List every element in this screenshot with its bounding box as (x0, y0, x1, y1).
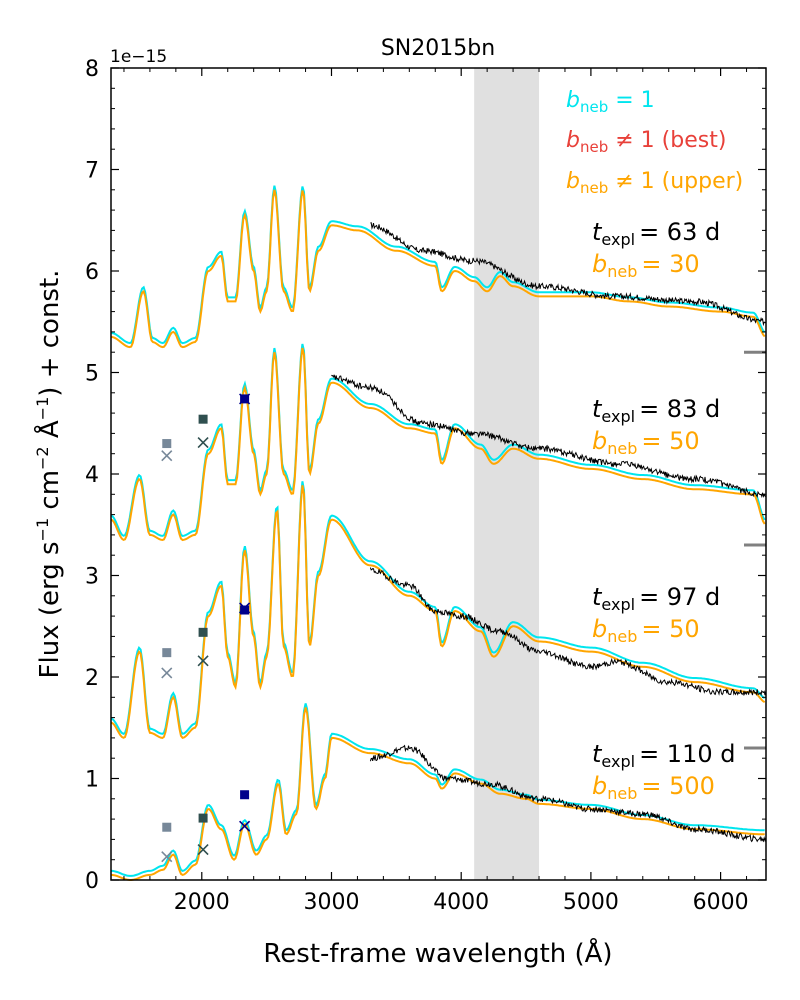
svg-text:texpl= 97 d: texpl = 97 d (592, 583, 720, 614)
photometry-square-marker (198, 627, 208, 637)
x-tick-label: 4000 (433, 890, 489, 915)
model-x-marker (161, 450, 173, 462)
y-tick-label: 8 (85, 57, 99, 82)
x-axis-label: Rest-frame wavelength (Å) (263, 937, 612, 969)
epoch-label-83d: texpl = 83 d bneb = 50 (592, 395, 720, 458)
spectra-series (110, 185, 767, 881)
model-x-marker (239, 393, 251, 405)
model-x-marker (197, 843, 209, 856)
y-scale-label: 1e−15 (110, 47, 167, 67)
svg-text:bneb= 30: bneb = 30 (592, 250, 700, 281)
photometry-square-marker (162, 822, 172, 832)
y-tick-label: 5 (85, 362, 99, 387)
model-x-marker (161, 667, 173, 679)
epoch-label-63d: texpl = 63 d bneb = 30 (592, 218, 720, 281)
legend-entry-best: bneb ≠ 1 (best) (566, 128, 726, 156)
photometry-square-marker (240, 605, 250, 615)
x-tick-label: 2000 (174, 890, 230, 915)
x-tick-label: 5000 (563, 890, 619, 915)
observed-spectrum-line-1 (331, 374, 766, 499)
legend-entry-upper: bneb ≠ 1 (upper) (566, 169, 743, 197)
observed-spectrum-line-2 (369, 567, 767, 697)
model-x-marker (239, 820, 251, 832)
x-tick-label: 3000 (303, 890, 359, 915)
chart-title: SN2015bn (381, 36, 495, 61)
y-tick-label: 0 (85, 869, 99, 894)
svg-text:texpl= 110 d: texpl = 110 d (592, 740, 735, 771)
svg-text:bneb= 500: bneb = 500 (592, 772, 715, 803)
svg-text:bneb= 50: bneb = 50 (592, 427, 700, 458)
model-upper-line-2 (110, 485, 766, 740)
y-tick-label: 1 (85, 768, 99, 793)
svg-text:bneb= 50: bneb = 50 (592, 615, 700, 646)
x-tick-label: 6000 (693, 890, 749, 915)
photometry-square-marker (198, 813, 208, 823)
photometry-square-marker (198, 414, 208, 424)
epoch-label-97d: texpl = 97 d bneb = 50 (592, 583, 720, 646)
y-axis-label: Flux (erg s−1 cm−2 Å−1) + const. (33, 270, 65, 679)
y-tick-label: 6 (85, 260, 99, 285)
photometry-square-marker (162, 648, 172, 658)
y-tick-label: 2 (85, 666, 99, 691)
y-tick-label: 3 (85, 565, 99, 590)
photometry-square-marker (240, 790, 250, 800)
legend: bneb = 1 bneb ≠ 1 (best) bneb ≠ 1 (upper… (566, 88, 743, 197)
legend-entry-bneb-1: bneb = 1 (566, 88, 655, 116)
model-upper-line-1 (110, 347, 766, 542)
photometry-square-marker (162, 439, 172, 449)
shaded-wavelength-band (474, 68, 540, 880)
model-x-marker (239, 602, 251, 614)
model-x-marker (197, 655, 209, 667)
model-x-marker (161, 851, 173, 863)
model-upper-line-0 (110, 189, 766, 349)
model-upper-line-3 (110, 707, 765, 881)
y-tick-label: 4 (85, 463, 99, 488)
observed-spectrum-line-3 (369, 744, 767, 843)
axis-ticks: 2000 3000 4000 5000 6000 0 1 2 3 4 5 6 7 8 (85, 57, 766, 915)
model-x-marker (197, 436, 209, 449)
svg-text:texpl= 83 d: texpl = 83 d (592, 395, 720, 426)
observed-spectrum-line-0 (370, 222, 766, 327)
photometry-markers (161, 393, 251, 863)
svg-text:texpl= 63 d: texpl = 63 d (592, 218, 720, 249)
epoch-label-110d: texpl = 110 d bneb = 500 (592, 740, 735, 803)
y-tick-label: 7 (85, 159, 99, 184)
